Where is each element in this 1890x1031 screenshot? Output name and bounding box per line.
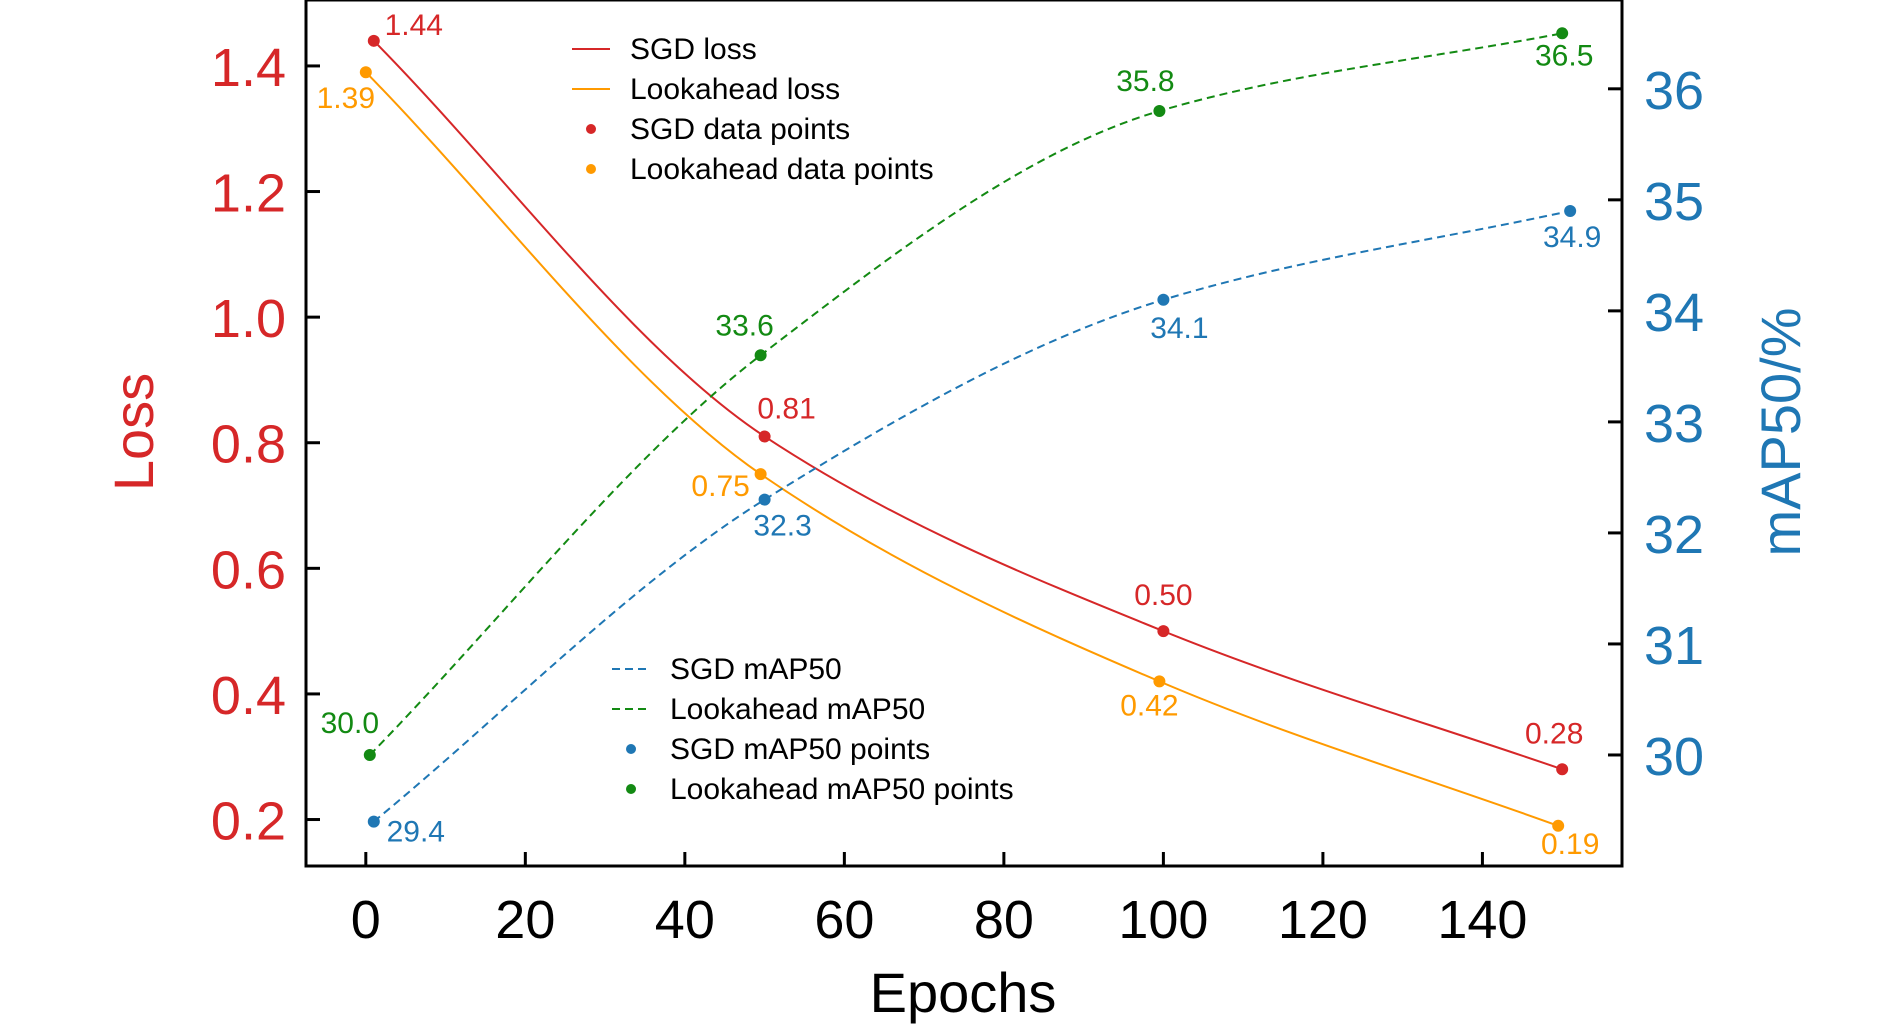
legend-1-marker-3 <box>626 784 636 794</box>
x-tick-label-5: 100 <box>1118 890 1208 950</box>
data-point-sgd_map-3 <box>1564 204 1577 217</box>
data-label-sgd_loss-3: 0.28 <box>1525 717 1583 750</box>
y-right-tick-label-4: 34 <box>1644 283 1704 343</box>
data-point-sgd_loss-2 <box>1157 625 1170 638</box>
legend-1-entry-0: SGD mAP50 <box>670 653 842 686</box>
data-label-sgd_map-0: 29.4 <box>387 816 445 849</box>
data-label-lookahead_map-2: 35.8 <box>1116 65 1174 98</box>
y-left-tick-label-1: 0.4 <box>211 666 286 726</box>
legend-1-marker-2 <box>626 744 636 754</box>
y-axis-left-label: Loss <box>102 373 165 491</box>
x-tick-label-3: 60 <box>814 890 874 950</box>
data-label-lookahead_loss-2: 0.42 <box>1120 689 1178 722</box>
x-tick-label-6: 120 <box>1278 890 1368 950</box>
data-label-sgd_map-3: 34.9 <box>1543 221 1601 254</box>
data-label-sgd_map-2: 34.1 <box>1150 312 1208 345</box>
data-point-sgd_loss-1 <box>758 430 771 443</box>
x-tick-label-1: 20 <box>495 890 555 950</box>
data-point-lookahead_map-0 <box>363 748 376 761</box>
y-left-tick-label-6: 1.4 <box>211 38 286 98</box>
data-label-lookahead_map-1: 33.6 <box>715 309 773 342</box>
y-right-tick-label-0: 30 <box>1644 727 1704 787</box>
y-right-tick-label-3: 33 <box>1644 394 1704 454</box>
data-point-sgd_loss-0 <box>367 34 380 47</box>
legend-1-entry-3: Lookahead mAP50 points <box>670 773 1014 806</box>
legend-1-entry-1: Lookahead mAP50 <box>670 693 925 726</box>
series-line-sgd_map <box>373 209 1571 823</box>
legend-0-entry-0: SGD loss <box>630 33 757 66</box>
data-label-sgd_loss-2: 0.50 <box>1134 579 1192 612</box>
data-label-lookahead_loss-3: 0.19 <box>1541 828 1599 861</box>
data-label-lookahead_loss-1: 0.75 <box>691 470 749 503</box>
y-right-tick-label-6: 36 <box>1644 61 1704 121</box>
legend-0-marker-2 <box>586 124 596 134</box>
y-axis-right-label: mAP50/% <box>1749 308 1812 557</box>
data-label-sgd_loss-1: 0.81 <box>757 392 815 425</box>
data-label-sgd_map-1: 32.3 <box>753 510 811 543</box>
legend-0-entry-1: Lookahead loss <box>630 73 840 106</box>
y-right-tick-label-1: 31 <box>1644 616 1704 676</box>
data-point-sgd_map-2 <box>1157 293 1170 306</box>
legend-1-entry-2: SGD mAP50 points <box>670 733 930 766</box>
data-point-sgd_map-0 <box>367 815 380 828</box>
y-left-tick-label-5: 1.2 <box>211 164 286 224</box>
series-line-lookahead_loss <box>365 71 1559 827</box>
data-point-lookahead_loss-1 <box>754 468 767 481</box>
y-right-tick-label-5: 35 <box>1644 172 1704 232</box>
y-right-tick-label-2: 32 <box>1644 505 1704 565</box>
data-point-lookahead_loss-0 <box>359 66 372 79</box>
data-point-sgd_loss-3 <box>1556 763 1569 776</box>
x-tick-label-0: 0 <box>351 890 381 950</box>
data-point-sgd_map-1 <box>758 493 771 506</box>
data-label-lookahead_map-0: 30.0 <box>321 707 379 740</box>
data-label-lookahead_loss-0: 1.39 <box>317 82 375 115</box>
legend-0-entry-2: SGD data points <box>630 113 850 146</box>
data-label-lookahead_map-3: 36.5 <box>1535 39 1593 72</box>
plot-frame <box>304 0 1624 868</box>
legend-0-marker-3 <box>586 164 596 174</box>
x-axis-label: Epochs <box>870 961 1057 1024</box>
y-left-tick-label-3: 0.8 <box>211 415 286 475</box>
x-tick-label-7: 140 <box>1437 890 1527 950</box>
data-point-lookahead_loss-3 <box>1552 819 1565 832</box>
data-point-lookahead_map-1 <box>754 349 767 362</box>
data-point-lookahead_map-3 <box>1556 27 1569 40</box>
series-line-sgd_loss <box>373 40 1563 771</box>
y-left-tick-label-4: 1.0 <box>211 289 286 349</box>
x-tick-label-2: 40 <box>655 890 715 950</box>
series-line-lookahead_map <box>369 32 1563 756</box>
data-point-lookahead_loss-2 <box>1153 675 1166 688</box>
data-label-sgd_loss-0: 1.44 <box>385 9 443 42</box>
data-point-lookahead_map-2 <box>1153 105 1166 118</box>
legend-0-entry-3: Lookahead data points <box>630 153 934 186</box>
x-tick-label-4: 80 <box>974 890 1034 950</box>
y-left-tick-label-0: 0.2 <box>211 792 286 852</box>
y-left-tick-label-2: 0.6 <box>211 540 286 600</box>
